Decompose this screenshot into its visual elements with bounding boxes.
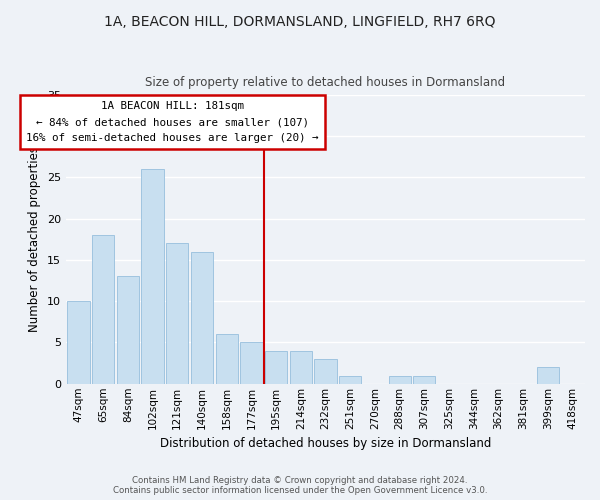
Bar: [67, 301, 89, 384]
Bar: [166, 244, 188, 384]
Bar: [389, 376, 411, 384]
Bar: [240, 342, 263, 384]
Bar: [290, 350, 312, 384]
Bar: [142, 169, 164, 384]
Bar: [314, 359, 337, 384]
Bar: [92, 235, 114, 384]
Bar: [537, 368, 559, 384]
Bar: [116, 276, 139, 384]
Text: 1A, BEACON HILL, DORMANSLAND, LINGFIELD, RH7 6RQ: 1A, BEACON HILL, DORMANSLAND, LINGFIELD,…: [104, 15, 496, 29]
Text: Contains public sector information licensed under the Open Government Licence v3: Contains public sector information licen…: [113, 486, 487, 495]
Bar: [215, 334, 238, 384]
Bar: [413, 376, 436, 384]
Title: Size of property relative to detached houses in Dormansland: Size of property relative to detached ho…: [145, 76, 506, 90]
Text: 1A BEACON HILL: 181sqm
← 84% of detached houses are smaller (107)
16% of semi-de: 1A BEACON HILL: 181sqm ← 84% of detached…: [26, 102, 319, 142]
Bar: [339, 376, 361, 384]
Bar: [191, 252, 213, 384]
Bar: [265, 350, 287, 384]
Y-axis label: Number of detached properties: Number of detached properties: [28, 146, 41, 332]
Text: Contains HM Land Registry data © Crown copyright and database right 2024.: Contains HM Land Registry data © Crown c…: [132, 476, 468, 485]
X-axis label: Distribution of detached houses by size in Dormansland: Distribution of detached houses by size …: [160, 437, 491, 450]
